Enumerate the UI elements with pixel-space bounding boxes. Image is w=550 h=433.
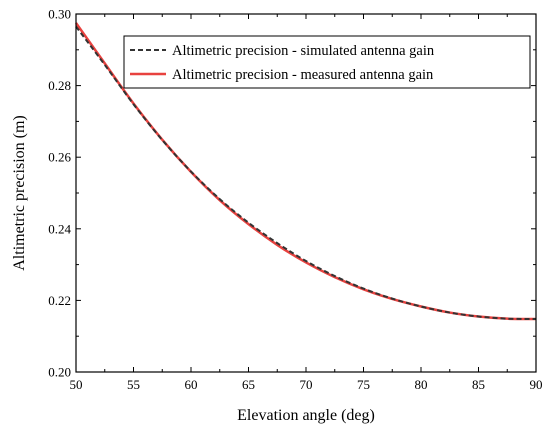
y-tick-label: 0.28	[48, 78, 71, 93]
axis-ticks: 50 55 60 65 70 75 80 85 90 0.20 0.22 0.24 0.26 0.28 0.…	[48, 7, 542, 393]
y-tick-label: 0.24	[48, 221, 71, 236]
legend-box	[123, 35, 531, 89]
x-tick-label: 90	[530, 377, 543, 392]
x-tick-label: 70	[300, 377, 313, 392]
x-tick-label: 65	[242, 377, 255, 392]
x-tick-label: 75	[357, 377, 370, 392]
y-tick-label: 0.30	[48, 7, 71, 22]
legend: Altimetric precision - simulated antenna…	[123, 35, 531, 89]
y-tick-label: 0.22	[48, 293, 71, 308]
x-tick-label: 50	[70, 377, 83, 392]
legend-label-simulated: Altimetric precision - simulated antenna…	[172, 43, 435, 59]
legend-label-measured: Altimetric precision - measured antenna …	[172, 67, 434, 83]
x-axis-title: Elevation angle (deg)	[237, 407, 375, 424]
y-tick-label: 0.20	[48, 365, 71, 380]
y-axis-title: Altimetric precision (m)	[11, 115, 28, 271]
series-layer	[74, 22, 537, 321]
x-tick-label: 80	[415, 377, 428, 392]
series-line-simulated	[75, 25, 537, 321]
x-tick-label: 60	[185, 377, 198, 392]
y-tick-label: 0.26	[48, 150, 71, 165]
x-tick-label: 85	[472, 377, 485, 392]
x-tick-label: 55	[127, 377, 140, 392]
